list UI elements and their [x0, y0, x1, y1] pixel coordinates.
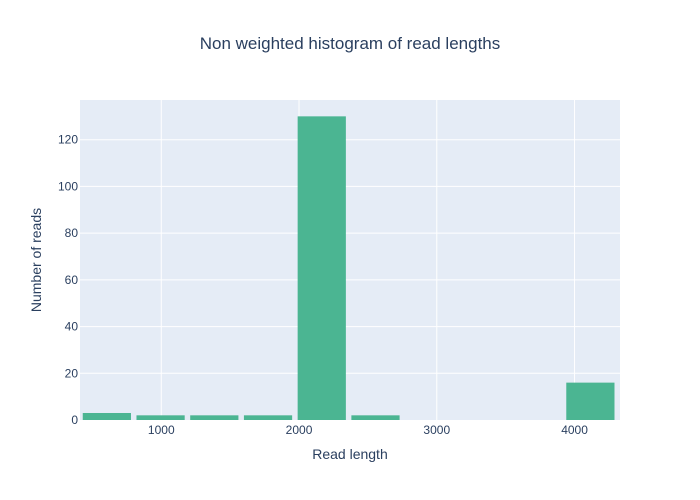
plot-area	[80, 100, 620, 420]
x-axis-ticks: 1000 2000 3000 4000	[148, 423, 588, 437]
x-tick-label: 1000	[148, 423, 175, 437]
y-tick-label: 100	[58, 179, 78, 193]
y-tick-label: 0	[71, 413, 78, 427]
histogram-bar	[297, 116, 346, 420]
histogram-bar	[566, 382, 615, 420]
y-tick-label: 20	[65, 366, 79, 380]
histogram-bar	[136, 415, 185, 420]
x-tick-label: 4000	[561, 423, 588, 437]
y-axis-ticks: 0 20 40 60 80 100 120	[58, 133, 78, 427]
y-tick-label: 120	[58, 133, 78, 147]
bars	[82, 116, 615, 420]
x-tick-label: 3000	[423, 423, 450, 437]
histogram-bar	[190, 415, 239, 420]
x-tick-label: 2000	[286, 423, 313, 437]
y-axis-title: Number of reads	[28, 207, 44, 313]
histogram-bar	[82, 412, 131, 420]
y-tick-label: 40	[65, 320, 79, 334]
x-axis-title: Read length	[312, 446, 388, 462]
histogram-bar	[243, 415, 293, 420]
y-tick-label: 80	[65, 226, 79, 240]
chart-title: Non weighted histogram of read lengths	[199, 34, 501, 53]
y-tick-label: 60	[65, 273, 79, 287]
histogram-bar	[351, 415, 400, 420]
